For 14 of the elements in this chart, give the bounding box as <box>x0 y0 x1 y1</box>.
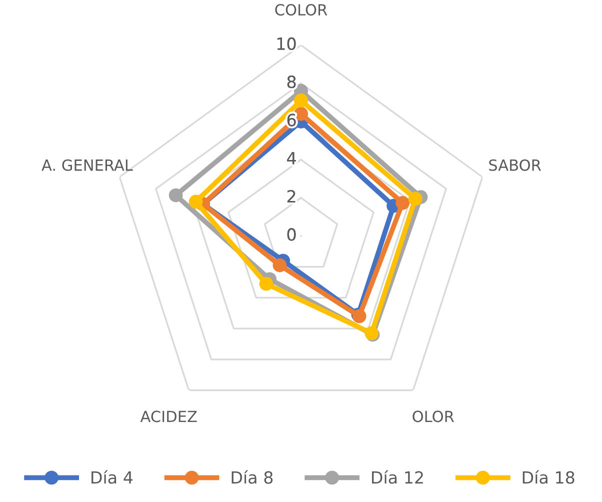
y-tick-label: 8 <box>287 76 296 88</box>
y-tick-label: 10 <box>277 37 296 50</box>
y-tick-label: 0 <box>287 228 296 241</box>
spoke-label: COLOR <box>275 4 328 16</box>
spoke-label: OLOR <box>412 410 454 422</box>
y-tick-label: 2 <box>287 190 296 202</box>
spoke-label: SABOR <box>489 159 541 171</box>
legend-label: Día 12 <box>372 470 423 484</box>
y-tick-label: 4 <box>287 152 296 164</box>
spoke-label: ACIDEZ <box>140 410 197 422</box>
legend-label: Día 8 <box>232 470 273 484</box>
spoke-label: A. GENERAL <box>42 159 133 171</box>
legend-label: Día 18 <box>522 470 574 484</box>
legend-label: Día 4 <box>92 470 133 484</box>
